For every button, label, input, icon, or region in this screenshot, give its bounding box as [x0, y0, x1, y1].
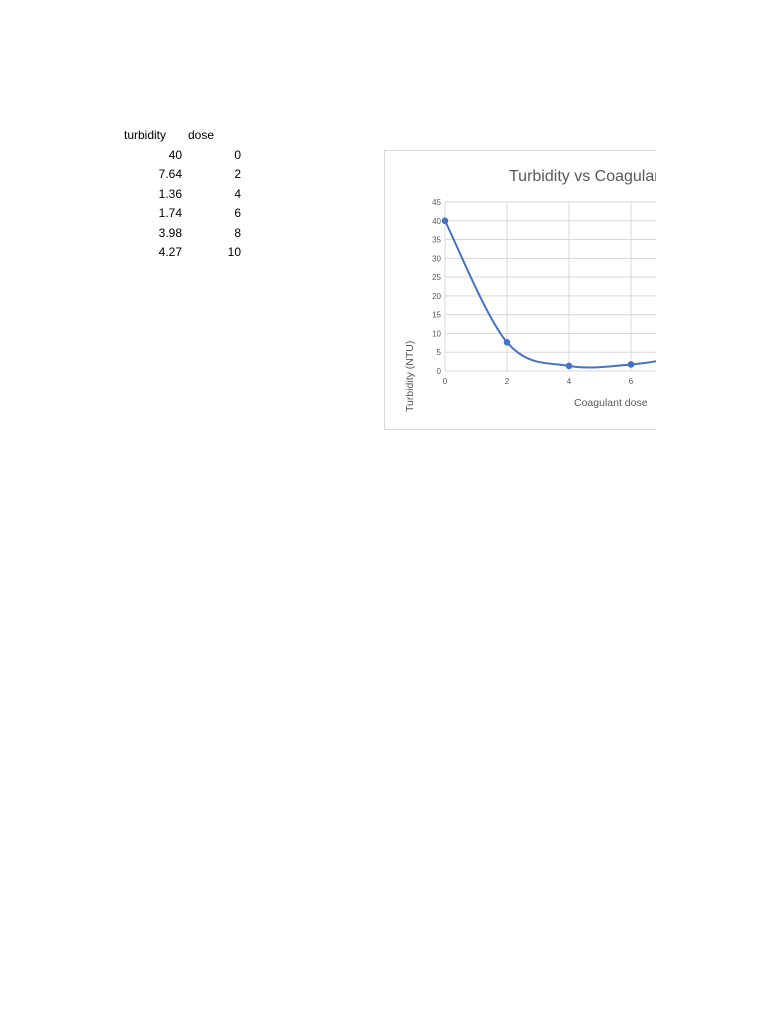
table-header-row: turbidity dose: [118, 126, 241, 146]
chart-frame[interactable]: 0 5 10 15 20 25 30 35 40 45 0 2 4 6 Turbidity vs Coag…: [384, 150, 656, 430]
y-tick-label: 45: [432, 198, 441, 207]
cell-dose[interactable]: 2: [234, 167, 241, 181]
data-point[interactable]: [565, 362, 573, 370]
cell-turbidity[interactable]: 3.98: [158, 225, 182, 240]
table-row: 3.98 8: [118, 224, 241, 244]
data-points: [441, 217, 635, 370]
cell-dose[interactable]: 4: [234, 186, 241, 201]
y-axis-label: Turbidity (NTU): [404, 341, 416, 412]
y-tick-label: 15: [432, 311, 441, 320]
data-point[interactable]: [627, 361, 635, 368]
y-tick-label: 40: [432, 217, 441, 226]
cell-turbidity[interactable]: 1.74: [158, 206, 182, 220]
x-tick-label: 6: [629, 377, 634, 386]
header-dose[interactable]: dose: [188, 128, 215, 142]
table-row: 4.27 10: [118, 243, 241, 263]
cell-dose[interactable]: 8: [234, 225, 241, 240]
y-tick-label: 5: [437, 348, 442, 357]
cell-turbidity[interactable]: 7.64: [158, 167, 182, 181]
tick-labels: 0 5 10 15 20 25 30 35 40 45 0 2 4 6: [432, 198, 634, 386]
data-table: turbidity dose 40 0 7.64 2 1.36 4 1.74 6 3.98 8 4.…: [118, 126, 241, 263]
y-tick-label: 30: [432, 254, 441, 263]
data-point[interactable]: [441, 217, 449, 225]
chart-title: Turbidity vs Coagulant dose: [509, 168, 656, 185]
table-row: 1.74 6: [118, 204, 241, 224]
series-line[interactable]: [444, 220, 656, 369]
header-turbidity[interactable]: turbidity: [124, 128, 167, 142]
y-tick-label: 0: [437, 367, 442, 376]
cell-dose[interactable]: 6: [234, 206, 241, 220]
x-tick-label: 0: [443, 377, 448, 386]
table-row: 1.36 4: [118, 185, 241, 205]
data-point[interactable]: [503, 339, 511, 346]
chart-border: [384, 150, 656, 430]
table-row: 7.64 2: [118, 165, 241, 185]
cell-dose[interactable]: 0: [234, 147, 241, 162]
x-tick-label: 4: [567, 377, 572, 386]
y-tick-label: 10: [432, 329, 441, 338]
cell-turbidity[interactable]: 4.27: [158, 245, 182, 259]
table-row: 40 0: [118, 146, 241, 166]
y-tick-label: 35: [432, 236, 441, 245]
x-axis-label: Coagulant dose: [574, 397, 648, 409]
x-tick-label: 2: [505, 377, 510, 386]
y-tick-label: 20: [432, 292, 441, 301]
gridlines: [444, 201, 656, 372]
cell-turbidity[interactable]: 1.36: [158, 186, 182, 201]
chart-svg: 0 5 10 15 20 25 30 35 40 45 0 2 4 6 Turbidity vs Coag…: [384, 150, 656, 430]
cell-turbidity[interactable]: 40: [168, 147, 182, 162]
y-tick-label: 25: [432, 273, 441, 282]
cell-dose[interactable]: 10: [227, 245, 241, 259]
